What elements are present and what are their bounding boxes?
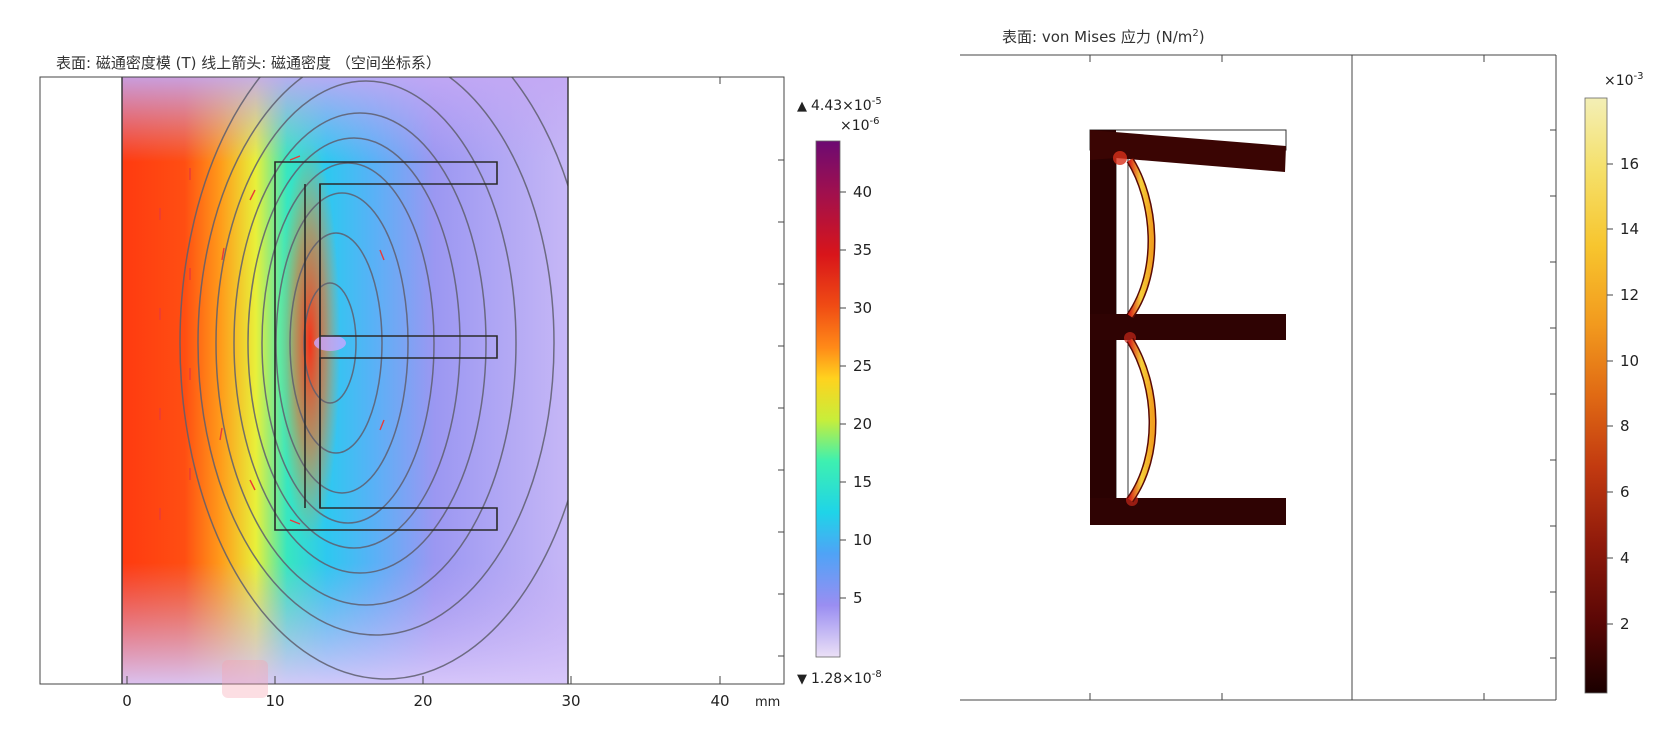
colorbar-tick-label: 5 — [853, 589, 863, 607]
stress-surface — [1089, 129, 1287, 525]
y-axis-ticks — [778, 159, 784, 657]
colorbar-tick-label: 4 — [1620, 549, 1630, 567]
magnetic-flux-plot[interactable]: 0 10 20 30 40 mm ▲ 4.43×10-5 ×10-6 — [0, 0, 930, 736]
axis-ticks — [1089, 55, 1556, 700]
colorbar-scale-label: ×10-3 — [1604, 71, 1644, 89]
colorbar-tick-label: 25 — [853, 357, 872, 375]
e-core-outline — [274, 161, 498, 531]
flux-density-surface — [40, 77, 568, 684]
plot-frame — [39, 76, 785, 685]
x-axis: 0 10 20 30 40 mm — [122, 77, 780, 710]
watermark-badge — [222, 660, 268, 698]
von-mises-plot[interactable]: ×10-3 16 14 12 10 8 6 4 2 — [930, 0, 1661, 736]
colorbar-tick-label: 40 — [853, 183, 872, 201]
colorbar-min-label: ▼ 1.28×10-8 — [797, 669, 882, 687]
colorbar-gradient — [1584, 97, 1608, 694]
colorbar-tick-label: 16 — [1620, 155, 1639, 173]
colorbar-tick-label: 15 — [853, 473, 872, 491]
plot-title: 表面: 磁通密度模 (T) 线上箭头: 磁通密度 （空间坐标系） — [56, 54, 441, 72]
domain-boundary — [121, 77, 569, 684]
x-axis-unit: mm — [755, 695, 780, 710]
flux-streamlines — [179, 77, 568, 680]
colorbar-tick-label: 30 — [853, 299, 872, 317]
colorbar-tick-label: 20 — [853, 415, 872, 433]
x-tick-label: 0 — [122, 692, 132, 710]
x-tick-label: 30 — [561, 692, 580, 710]
flux-arrows — [159, 155, 385, 525]
colorbar-tick-label: 2 — [1620, 615, 1630, 633]
x-tick-label: 10 — [265, 692, 284, 710]
colorbar: ▲ 4.43×10-5 ×10-6 40 35 30 25 20 15 10 5 — [797, 96, 882, 687]
colorbar-tick-label: 12 — [1620, 286, 1639, 304]
colorbar-max-label: ▲ 4.43×10-5 — [797, 96, 882, 114]
colorbar-scale-label: ×10-6 — [840, 116, 880, 134]
colorbar-tick-label: 35 — [853, 241, 872, 259]
plot-title: 表面: von Mises 应力 (N/m2) — [1002, 28, 1205, 46]
magnetic-flux-plot-panel: 表面: 磁通密度模 (T) 线上箭头: 磁通密度 （空间坐标系） — [0, 0, 930, 736]
colorbar: ×10-3 16 14 12 10 8 6 4 2 — [1584, 71, 1644, 694]
colorbar-tick-label: 10 — [853, 531, 872, 549]
x-tick-label: 20 — [413, 692, 432, 710]
von-mises-plot-panel: 表面: von Mises 应力 (N/m2) — [930, 0, 1661, 736]
colorbar-tick-label: 8 — [1620, 417, 1630, 435]
x-tick-label: 40 — [710, 692, 729, 710]
colorbar-tick-label: 10 — [1620, 352, 1639, 370]
colorbar-gradient — [815, 140, 841, 658]
colorbar-tick-label: 6 — [1620, 483, 1630, 501]
colorbar-tick-label: 14 — [1620, 220, 1639, 238]
